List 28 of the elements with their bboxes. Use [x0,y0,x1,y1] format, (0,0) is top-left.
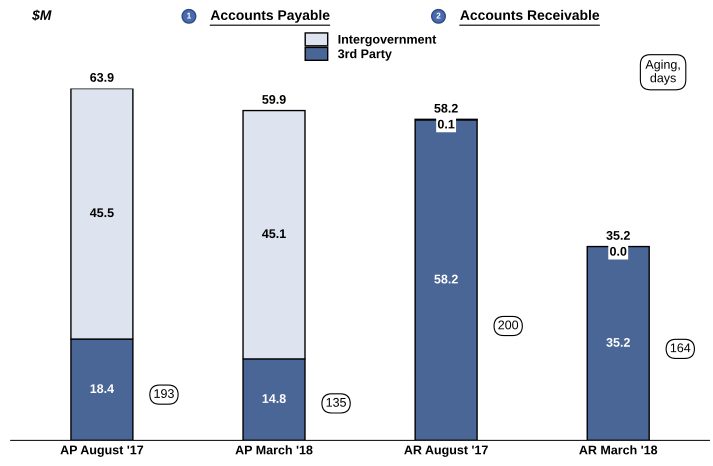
annotation: 193 [154,389,174,398]
total-label: 63.9 [90,72,114,82]
total-label: 59.9 [262,95,286,104]
x-tick-label: AR March '18 [579,445,658,454]
annotation: 164 [670,343,690,352]
data-label: 45.1 [262,229,286,238]
annotation: 200 [498,320,518,330]
data-label: 35.2 [606,338,630,347]
text: 2 [436,12,440,18]
data-label: 14.8 [262,394,286,403]
x-tick-label: AP August '17 [60,446,144,457]
text: Accounts Payable [210,10,330,23]
text: Accounts Receivable [460,10,600,20]
data-label: 18.4 [90,384,114,394]
x-tick-label: AR August '17 [404,446,488,457]
legend-label: 3rd Party [338,49,392,61]
total-label: 35.2 [606,231,630,240]
data-label: 45.5 [90,208,114,218]
total-label: 58.2 [434,104,458,113]
x-tick-label: AP March '18 [235,445,313,454]
text: Aging, days [645,60,680,85]
legend-label: Intergovernment [338,34,436,46]
data-label: 0.1 [438,120,454,129]
data-label: 0.0 [610,246,626,256]
y-axis-title: $M [32,10,52,21]
annotation: 135 [326,398,346,407]
text: 1 [187,12,192,18]
data-label: 58.2 [434,274,458,284]
